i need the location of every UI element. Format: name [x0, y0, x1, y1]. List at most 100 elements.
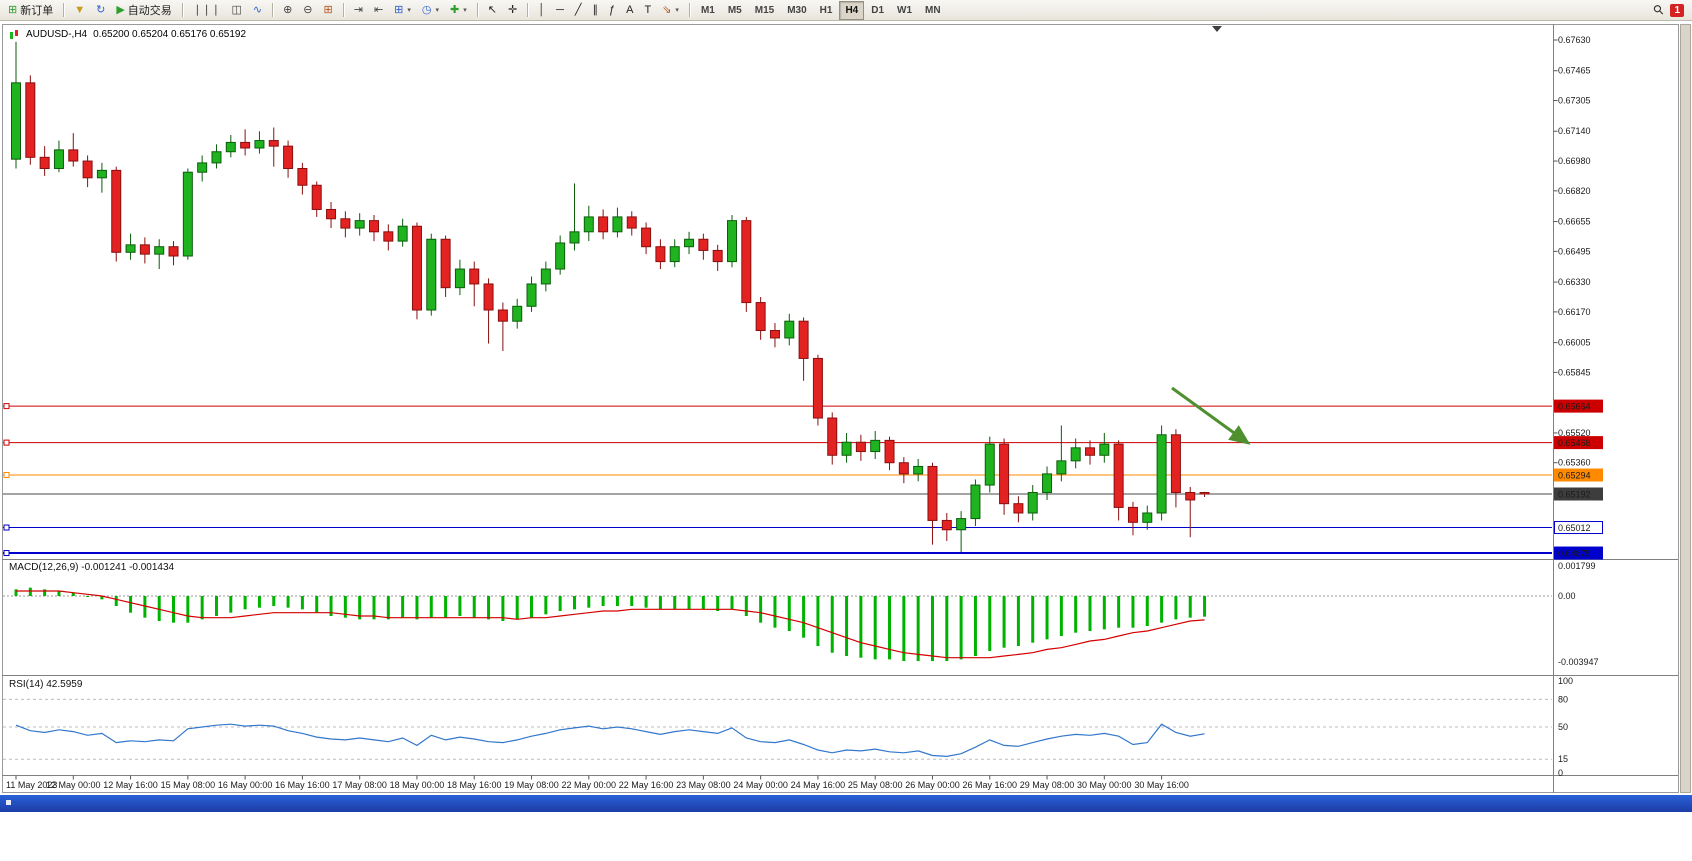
- candle: [111, 169, 122, 253]
- trend-arrow-annotation[interactable]: [1171, 386, 1251, 445]
- candle: [641, 227, 652, 248]
- macd-histogram-bar: [1102, 596, 1106, 630]
- candle: [927, 465, 938, 521]
- new-chart-button[interactable]: ⊞ ▾: [389, 1, 416, 20]
- macd-indicator-label: MACD(12,26,9) -0.001241 -0.001434: [9, 562, 174, 573]
- zoom-in-icon: ⊕: [283, 3, 293, 16]
- timeframe-mn-button[interactable]: MN: [925, 4, 941, 16]
- line-handle[interactable]: [3, 550, 10, 557]
- candle: [354, 220, 365, 229]
- macd-histogram-bar: [615, 596, 619, 607]
- macd-histogram-bar: [902, 596, 906, 662]
- crosshair-button[interactable]: ✛: [503, 1, 522, 20]
- new-order-button[interactable]: ⊞ 新订单: [3, 1, 58, 20]
- channel-button[interactable]: ∥: [588, 1, 604, 20]
- macd-histogram-bar: [787, 596, 791, 632]
- candlestick-chart-button[interactable]: ◫: [226, 1, 246, 20]
- macd-axis-label: 0.001799: [1558, 561, 1596, 571]
- timeframe-m15-button[interactable]: M15: [754, 4, 775, 16]
- toolbar-separator: [63, 3, 65, 17]
- timeframe-m5-button[interactable]: M5: [727, 4, 742, 16]
- trendline-button[interactable]: ╱: [570, 1, 587, 20]
- macd-histogram-bar: [1016, 596, 1020, 647]
- candle: [11, 82, 21, 160]
- vertical-scrollbar[interactable]: [1680, 24, 1691, 793]
- bar-chart-button[interactable]: ❘❘❘: [188, 1, 226, 20]
- timeframe-m30-button[interactable]: M30: [787, 4, 807, 16]
- macd-histogram-bar: [1145, 596, 1149, 627]
- timeframe-h4-button[interactable]: H4: [839, 0, 865, 20]
- time-axis-label: 18 May 16:00: [447, 780, 502, 790]
- autotrading-button[interactable]: ▶ 自动交易: [111, 1, 176, 20]
- candle: [426, 238, 437, 311]
- crosshair-icon: ✛: [507, 3, 518, 16]
- vertical-line-button[interactable]: │: [533, 1, 550, 20]
- period-button[interactable]: ◷ ▾: [417, 1, 444, 20]
- fibonacci-button[interactable]: ƒ: [604, 1, 620, 20]
- horizontal-line-button[interactable]: ─: [551, 1, 569, 20]
- vertical-line-icon: │: [538, 3, 546, 16]
- chart-shift-button[interactable]: ⇤: [369, 1, 388, 20]
- timeframe-w1-button[interactable]: W1: [897, 4, 913, 16]
- time-axis-label: 15 May 08:00: [161, 780, 216, 790]
- macd-histogram-bar: [701, 596, 705, 610]
- new-order-button-label: 新订单: [20, 5, 54, 17]
- line-handle[interactable]: [3, 403, 10, 410]
- megaphone-icon: ▼: [74, 3, 86, 16]
- time-axis-label: 30 May 00:00: [1077, 780, 1132, 790]
- search-icon[interactable]: ⚲: [1649, 0, 1667, 19]
- notification-badge[interactable]: 1: [1670, 3, 1684, 17]
- toolbar-separator: [527, 3, 529, 17]
- candle: [454, 268, 465, 289]
- tile-windows-button[interactable]: ⊞: [319, 1, 338, 20]
- text-button[interactable]: A: [621, 1, 638, 20]
- alerts-button[interactable]: ▼: [69, 1, 90, 20]
- macd-histogram-bar: [687, 596, 691, 610]
- arrows-button[interactable]: ⇘ ▾: [657, 1, 684, 20]
- macd-histogram-bar: [28, 587, 32, 596]
- candle: [526, 283, 537, 307]
- refresh-button[interactable]: ↻: [91, 1, 110, 20]
- chart-shift-marker[interactable]: [1212, 26, 1222, 32]
- candle: [956, 518, 967, 531]
- timeframe-h1-button[interactable]: H1: [819, 4, 833, 16]
- toolbar-separator: [688, 3, 690, 17]
- time-axis-label: 17 May 08:00: [332, 780, 387, 790]
- price-axis-label: 0.67140: [1558, 126, 1591, 136]
- chart-window: [2, 24, 1679, 793]
- timeframe-m1-button[interactable]: M1: [700, 4, 715, 16]
- indicators-button[interactable]: ✚ ▾: [445, 1, 472, 20]
- line-handle[interactable]: [3, 524, 10, 531]
- macd-histogram-bar: [229, 596, 233, 613]
- candle: [1099, 443, 1110, 456]
- macd-histogram-bar: [57, 590, 61, 596]
- macd-histogram-bar: [601, 596, 605, 607]
- macd-histogram-bar: [129, 596, 133, 613]
- line-handle[interactable]: [3, 439, 10, 446]
- macd-histogram-bar: [71, 592, 75, 596]
- macd-histogram-bar: [1002, 596, 1006, 648]
- trendline-icon: ╱: [574, 3, 582, 16]
- time-axis-label: 26 May 16:00: [962, 780, 1017, 790]
- timeframe-d1-button[interactable]: D1: [871, 4, 885, 16]
- zoom-in-button[interactable]: ⊕: [278, 1, 297, 20]
- macd-histogram-bar: [329, 596, 333, 617]
- taskbar-item[interactable]: [6, 800, 11, 805]
- macd-axis-label: -0.003947: [1558, 657, 1599, 667]
- label-button[interactable]: T: [639, 1, 656, 20]
- auto-scroll-button[interactable]: ⇥: [349, 1, 368, 20]
- candle: [53, 149, 64, 169]
- candle: [598, 216, 609, 233]
- macd-histogram-bar: [1131, 596, 1135, 628]
- line-handle[interactable]: [3, 472, 10, 479]
- macd-histogram-bar: [286, 596, 290, 608]
- macd-histogram-bar: [501, 596, 505, 622]
- line-chart-button[interactable]: ∿: [248, 1, 267, 20]
- cursor-button[interactable]: ↖: [483, 1, 502, 20]
- zoom-out-button[interactable]: ⊖: [298, 1, 317, 20]
- macd-histogram-bar: [572, 596, 576, 610]
- candle: [297, 167, 308, 186]
- macd-histogram-bar: [1059, 596, 1063, 637]
- support-line-blue-1-tag: [1554, 521, 1603, 535]
